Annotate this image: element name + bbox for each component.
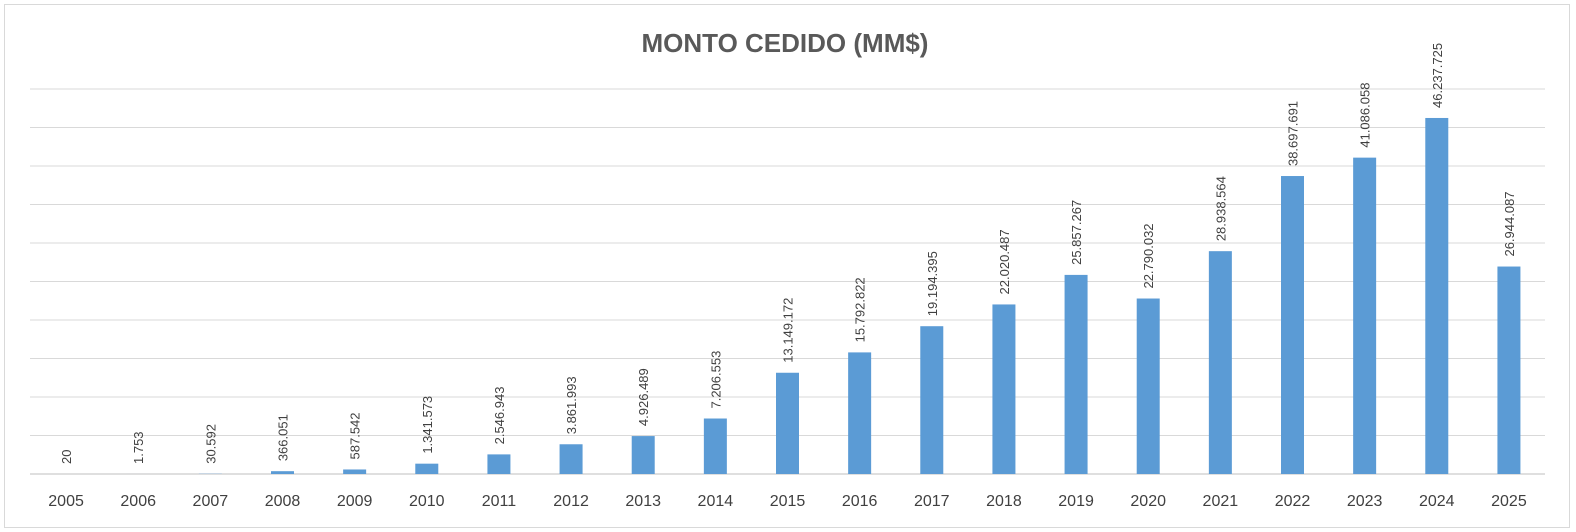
data-label-2018: 22.020.487 [997, 229, 1012, 294]
x-tick-2005: 2005 [48, 493, 84, 510]
x-tick-2014: 2014 [698, 493, 734, 510]
x-tick-2016: 2016 [842, 493, 878, 510]
x-axis-ticks: 2005 2006 2007 2008 2009 2010 2011 2012 2013 2014… [48, 493, 1527, 510]
x-tick-2021: 2021 [1203, 493, 1239, 510]
x-tick-2009: 2009 [337, 493, 373, 510]
x-tick-2013: 2013 [625, 493, 661, 510]
data-label-2022: 38.697.691 [1286, 101, 1301, 166]
data-label-2005: 20 [59, 450, 74, 464]
x-tick-2010: 2010 [409, 493, 445, 510]
data-label-2017: 19.194.395 [925, 251, 940, 316]
data-label-2010: 1.341.573 [420, 396, 435, 454]
x-tick-2020: 2020 [1130, 493, 1166, 510]
bar-2023 [1353, 157, 1377, 474]
bar-2025 [1497, 266, 1521, 474]
x-tick-2017: 2017 [914, 493, 950, 510]
data-label-2011: 2.546.943 [492, 387, 507, 445]
x-tick-2025: 2025 [1491, 493, 1527, 510]
data-label-2015: 13.149.172 [781, 298, 796, 363]
data-label-2012: 3.861.993 [564, 376, 579, 434]
data-label-2007: 30.592 [203, 424, 218, 464]
chart-title: MONTO CEDIDO (MM$) [642, 28, 929, 58]
data-label-2019: 25.857.267 [1069, 200, 1084, 265]
x-tick-2011: 2011 [482, 493, 517, 510]
data-label-2014: 7.206.553 [708, 351, 723, 409]
bar-2015 [776, 372, 799, 474]
bar-2010 [415, 463, 439, 474]
x-tick-2018: 2018 [986, 493, 1022, 510]
x-tick-2006: 2006 [120, 493, 156, 510]
bar-2020 [1136, 298, 1160, 474]
data-labels: 20 1.753 30.592 366.051 587.542 1.341.573 2.54… [59, 43, 1517, 464]
x-tick-2022: 2022 [1275, 493, 1311, 510]
data-label-2024: 46.237.725 [1430, 43, 1445, 108]
bar-2022 [1281, 176, 1304, 475]
x-tick-2024: 2024 [1419, 493, 1455, 510]
data-label-2013: 4.926.489 [636, 368, 651, 426]
bar-2018 [992, 304, 1016, 474]
data-label-2023: 41.086.058 [1358, 83, 1373, 148]
x-tick-2007: 2007 [193, 493, 229, 510]
x-tick-2015: 2015 [770, 493, 806, 510]
bars [54, 117, 1521, 475]
bar-2008 [271, 471, 294, 474]
data-label-2021: 28.938.564 [1213, 176, 1228, 241]
bar-2016 [848, 352, 872, 474]
data-label-2025: 26.944.087 [1502, 191, 1517, 256]
data-label-2016: 15.792.822 [853, 277, 868, 342]
bar-2011 [487, 454, 511, 474]
bar-2021 [1208, 251, 1232, 474]
bar-2013 [631, 436, 655, 474]
bar-2017 [920, 326, 944, 474]
bar-2012 [559, 444, 583, 474]
bar-2014 [703, 418, 727, 474]
bar-2019 [1064, 274, 1088, 474]
x-tick-2023: 2023 [1347, 493, 1383, 510]
data-label-2009: 587.542 [348, 412, 363, 459]
x-tick-2019: 2019 [1058, 493, 1094, 510]
x-tick-2012: 2012 [553, 493, 589, 510]
data-label-2006: 1.753 [131, 431, 146, 464]
data-label-2020: 22.790.032 [1141, 223, 1156, 288]
x-tick-2008: 2008 [265, 493, 301, 510]
bar-2024 [1425, 117, 1449, 475]
data-label-2008: 366.051 [276, 414, 291, 461]
bar-2009 [343, 469, 367, 474]
